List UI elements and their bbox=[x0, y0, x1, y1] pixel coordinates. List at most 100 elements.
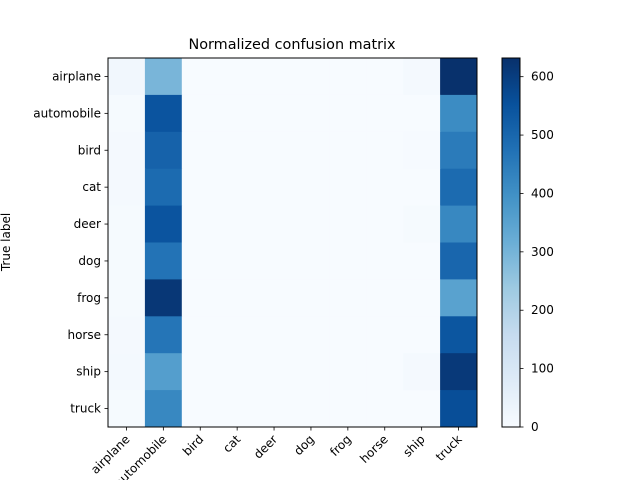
heatmap-cell bbox=[144, 205, 183, 243]
colorbar-tick-label: 200 bbox=[531, 303, 554, 317]
x-tick-label: frog bbox=[327, 432, 354, 459]
heatmap-cell bbox=[403, 58, 441, 96]
heatmap-cell bbox=[366, 94, 404, 133]
heatmap-cell bbox=[144, 353, 183, 391]
colorbar-tick-label: 0 bbox=[531, 420, 539, 434]
heatmap-cell bbox=[181, 279, 220, 317]
heatmap-cell bbox=[218, 279, 256, 317]
heatmap-cells bbox=[108, 58, 478, 428]
heatmap-cell bbox=[144, 279, 183, 317]
heatmap-cell bbox=[181, 242, 220, 280]
heatmap-cell bbox=[292, 94, 330, 133]
heatmap-cell bbox=[403, 353, 441, 391]
heatmap-cell bbox=[181, 353, 220, 391]
heatmap-cell bbox=[329, 205, 367, 243]
heatmap-cell bbox=[218, 58, 256, 96]
heatmap-cell bbox=[292, 353, 330, 391]
heatmap-cell bbox=[366, 316, 404, 354]
heatmap-cell bbox=[255, 58, 293, 96]
heatmap-cell bbox=[255, 131, 293, 170]
y-axis-label: True label bbox=[0, 213, 13, 272]
heatmap-cell bbox=[218, 94, 256, 133]
heatmap-cell bbox=[255, 94, 293, 133]
heatmap-cell bbox=[366, 242, 404, 280]
heatmap-cell bbox=[144, 316, 183, 354]
heatmap-cell bbox=[255, 390, 293, 428]
heatmap-cell bbox=[329, 168, 367, 206]
colorbar-tick-label: 300 bbox=[531, 245, 554, 259]
heatmap-cell bbox=[403, 279, 441, 317]
y-tick-label: frog bbox=[77, 291, 101, 305]
heatmap-cell bbox=[329, 94, 367, 133]
heatmap-cell bbox=[292, 205, 330, 243]
heatmap-cell bbox=[108, 242, 146, 280]
colorbar-tick-label: 100 bbox=[531, 362, 554, 376]
y-tick-label: bird bbox=[78, 143, 101, 157]
x-tick-label: bird bbox=[180, 432, 206, 458]
heatmap-cell bbox=[144, 242, 183, 280]
heatmap-cell bbox=[255, 316, 293, 354]
heatmap-cell bbox=[440, 390, 478, 428]
heatmap-cell bbox=[218, 390, 256, 428]
heatmap-cell bbox=[366, 390, 404, 428]
heatmap-cell bbox=[218, 131, 256, 170]
heatmap-cell bbox=[181, 205, 220, 243]
heatmap-cell bbox=[329, 390, 367, 428]
heatmap-cell bbox=[108, 316, 146, 354]
heatmap-cell bbox=[440, 131, 478, 170]
y-axis-ticks: airplane automobile bird cat deer dog frog hors… bbox=[33, 69, 108, 416]
y-tick-label: automobile bbox=[33, 106, 101, 120]
heatmap-cell bbox=[144, 58, 183, 96]
heatmap-cell bbox=[403, 131, 441, 170]
heatmap-cell bbox=[292, 242, 330, 280]
heatmap-cell bbox=[144, 390, 183, 428]
heatmap-cell bbox=[218, 205, 256, 243]
heatmap-cell bbox=[329, 58, 367, 96]
heatmap-cell bbox=[366, 168, 404, 206]
y-tick-label: dog bbox=[78, 254, 101, 268]
heatmap-cell bbox=[108, 279, 146, 317]
heatmap-cell bbox=[440, 58, 478, 96]
heatmap-cell bbox=[329, 242, 367, 280]
heatmap-cell bbox=[366, 205, 404, 243]
heatmap-cell bbox=[440, 168, 478, 206]
heatmap-cell bbox=[403, 242, 441, 280]
heatmap-cell bbox=[366, 58, 404, 96]
heatmap-cell bbox=[329, 279, 367, 317]
heatmap-cell bbox=[403, 94, 441, 133]
heatmap-cell bbox=[440, 94, 478, 133]
heatmap-cell bbox=[181, 131, 220, 170]
heatmap-cell bbox=[366, 353, 404, 391]
x-tick-label: horse bbox=[357, 432, 391, 466]
x-tick-label: deer bbox=[251, 432, 280, 461]
y-tick-label: airplane bbox=[52, 69, 101, 83]
y-tick-label: horse bbox=[67, 328, 101, 342]
colorbar-tick-label: 600 bbox=[531, 70, 554, 84]
heatmap-cell bbox=[292, 316, 330, 354]
heatmap-cell bbox=[403, 316, 441, 354]
x-tick-label: cat bbox=[220, 432, 243, 455]
heatmap-cell bbox=[440, 316, 478, 354]
x-tick-label: dog bbox=[291, 432, 317, 458]
y-tick-label: deer bbox=[74, 217, 101, 231]
heatmap-cell bbox=[292, 390, 330, 428]
heatmap-cell bbox=[292, 131, 330, 170]
colorbar-tick-label: 500 bbox=[531, 128, 554, 142]
heatmap-cell bbox=[108, 390, 146, 428]
heatmap-cell bbox=[181, 168, 220, 206]
heatmap-cell bbox=[108, 58, 146, 96]
heatmap-cell bbox=[366, 131, 404, 170]
heatmap-cell bbox=[108, 353, 146, 391]
heatmap-cell bbox=[144, 94, 183, 133]
heatmap-cell bbox=[218, 168, 256, 206]
x-tick-label: truck bbox=[433, 432, 465, 464]
heatmap-cell bbox=[255, 168, 293, 206]
heatmap-cell bbox=[218, 353, 256, 391]
heatmap-cell bbox=[366, 279, 404, 317]
heatmap-cell bbox=[181, 58, 220, 96]
chart-title: Normalized confusion matrix bbox=[188, 37, 396, 53]
heatmap-cell bbox=[108, 168, 146, 206]
heatmap-cell bbox=[440, 205, 478, 243]
